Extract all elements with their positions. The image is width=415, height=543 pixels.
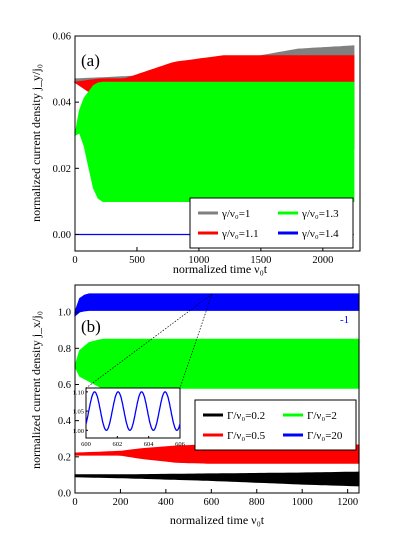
panel-a: 0 500 1000 1500 2000 0.00 0.02 0.04 0.06 (a) nor… [29,32,361,276]
panel-b-legend-box [194,399,357,451]
panel-b-ytick-label: 0.4 [58,416,72,427]
panel-b-series-4 [74,293,360,317]
panel-a-plot-frame [74,35,361,252]
panel-a-legend-label: γ/ν₀=1.3 [301,208,339,220]
panel-a-legend-label: γ/ν₀=1.4 [301,228,339,240]
panel-a-xtick-label: 1500 [250,255,271,266]
panel-a-ytick-label: 0.00 [53,230,71,241]
inset-ytick-label: 1.05 [73,409,84,416]
panel-a-ylabel: normalized current density j_y/j₀ [29,64,43,222]
panel-a-series [73,45,355,236]
panel-b-legend-label: Γ/ν₀=0.2 [227,410,265,422]
panel-b-legend-label: Γ/ν₀=0.5 [227,430,266,442]
panel-b-legend: Γ/ν₀=0.2 Γ/ν₀=0.5 Γ/ν₀=2 Γ/ν₀=20 [194,399,357,451]
panel-a-legend-box [189,197,354,249]
panel-b-ticks: 0 200 400 600 800 1000 1200 0.0 0.2 0.4 0.6 0.8 1.0 [58,308,358,508]
panel-a-legend-label: γ/ν₀=1 [221,208,250,220]
panel-b-series-3 [74,338,360,389]
panel-b-xtick-label: 1200 [337,497,358,508]
panel-b-xtick-label: 0 [72,497,77,508]
panel-b-legend-label: Γ/ν₀=20 [307,430,343,442]
panel-b-xtick-label: 400 [158,497,174,508]
panel-a-ytick-label: 0.04 [53,98,72,109]
panel-a-label: (a) [81,51,100,70]
panel-b-annotation: -1 [340,314,349,326]
inset-xtick-label: 604 [144,441,155,448]
panel-b-plot-frame [74,284,360,494]
inset-ytick-label: 1.00 [73,428,84,435]
inset-xtick-label: 600 [81,441,91,448]
panel-a-ytick-label: 0.06 [53,32,71,43]
panel-b-ytick-label: 1.0 [58,308,71,319]
inset-xtick-label: 602 [112,441,122,448]
panel-a-xlabel: normalized time ν₀t [173,262,268,276]
panel-b-xtick-label: 800 [249,497,265,508]
panel-a-series-3 [74,81,355,202]
panel-a-xtick-label: 500 [129,255,145,266]
panel-b-xtick-label: 600 [203,497,219,508]
panel-b-series [74,293,360,487]
inset-zoom-line [85,293,213,389]
panel-b-label: (b) [81,317,101,336]
panel-b-series-1 [74,471,360,487]
panel-b-ytick-label: 0.2 [58,452,71,463]
panel-b-xtick-label: 1000 [292,497,313,508]
panel-a-legend: γ/ν₀=1 γ/ν₀=1.1 γ/ν₀=1.3 γ/ν₀=1.4 [189,197,354,249]
panel-b-xlabel: normalized time ν₀t [170,513,265,527]
panel-a-ytick-label: 0.02 [53,164,71,175]
panel-b-ylabel: normalized current density j_x/j₀ [29,311,43,469]
inset-zoom-lines [85,293,213,389]
panel-a-xtick-label: 2000 [312,255,333,266]
panel-b: 0 200 400 600 800 1000 12000.00.20.40.60.81.0 … [29,284,360,527]
inset-plot: 600 602 604 606 1.00 1.05 1.10 [73,387,186,448]
panel-a-xtick-label: 1000 [188,255,209,266]
panel-b-ytick-label: 0.6 [58,380,71,391]
inset-ytick-label: 1.10 [73,389,84,396]
panel-a-xtick-label: 0 [72,255,77,266]
panel-b-ytick-label: 0.0 [58,489,71,500]
panel-b-xtick-label: 200 [113,497,129,508]
panel-a-legend-label: γ/ν₀=1.1 [221,228,259,240]
inset-xtick-label: 606 [175,441,186,448]
panel-b-legend-label: Γ/ν₀=2 [307,410,337,422]
panel-b-ytick-label: 0.8 [58,344,71,355]
inset-series [85,391,181,431]
inset-frame [85,387,181,439]
